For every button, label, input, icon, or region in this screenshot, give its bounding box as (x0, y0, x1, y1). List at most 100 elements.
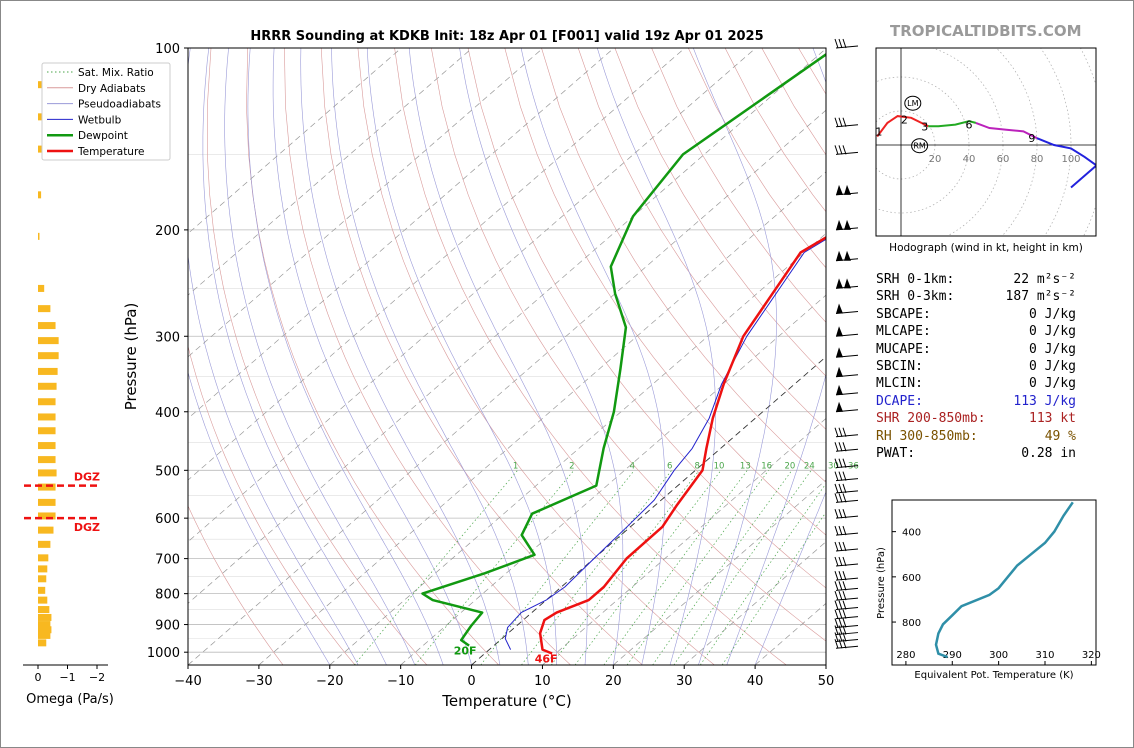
wind-barb-flag (838, 556, 843, 567)
mixing-ratio-line (673, 470, 812, 665)
wind-barb-pennant (836, 384, 843, 395)
hodograph-area: 20 40 60 80 100 1 23 6 9 LM RM (876, 48, 1096, 236)
pseudoadiabat (693, 48, 777, 665)
omega-bar (38, 498, 56, 506)
wind-barb (834, 525, 859, 536)
omega-bar (38, 352, 59, 360)
wind-barb-pennant (844, 219, 851, 230)
stat-label: SBCIN: (876, 358, 923, 374)
mixing-ratio-line (721, 511, 826, 665)
mixing-ratio-label: 4 (630, 461, 635, 471)
mixing-ratio-line (551, 470, 700, 665)
wind-barb-flag (838, 145, 843, 155)
storm-marker-ring (911, 138, 929, 154)
dry-adiabat (284, 48, 571, 665)
isotherm-line (188, 48, 826, 604)
wind-barb-flag (834, 508, 839, 519)
dgz-label: DGZ (74, 521, 100, 534)
omega-bar (38, 512, 56, 520)
dry-adiabat (467, 48, 826, 589)
omega-bar (38, 337, 59, 345)
wind-barb (834, 581, 859, 591)
wind-barb-flag (842, 442, 847, 452)
wind-barb (835, 250, 859, 262)
wind-barb-flag (834, 525, 839, 536)
wind-barb-pennant (836, 219, 843, 230)
omega-bar (38, 526, 54, 534)
omega-panel: 0 −1 −2 Omega (Pa/s) DGZ DGZ (23, 81, 114, 707)
omega-bar (38, 586, 46, 594)
pseudoadiabat (224, 48, 416, 665)
theta-e-y-tick-label: 400 (902, 528, 921, 539)
wind-barb (834, 541, 859, 552)
hodograph-segment (928, 120, 977, 128)
hodograph-caption: Hodograph (wind in kt, height in km) (889, 242, 1083, 254)
wind-barb-flag (842, 508, 847, 519)
wind-barb-flag (838, 493, 843, 503)
pseudoadiabat (188, 371, 331, 665)
y-tick-label: 500 (155, 464, 180, 479)
hodograph-ring-label: 40 (963, 154, 976, 165)
omega-bar (38, 596, 48, 604)
x-tick-label: −10 (387, 674, 414, 689)
wind-barb-flag (838, 483, 843, 494)
wind-barb-staff (835, 124, 859, 128)
omega-bar (38, 565, 48, 573)
wind-barb-staff (835, 597, 859, 601)
wind-barb (834, 38, 859, 49)
stat-label: SBCAPE: (876, 306, 931, 322)
wind-barb-flag (834, 609, 839, 619)
theta-e-x-tick-label: 300 (989, 650, 1008, 661)
omega-x-tick-label: 0 (35, 671, 42, 684)
wind-barb (835, 184, 859, 196)
isotherm-line (400, 294, 826, 665)
pseudoadiabat (247, 48, 444, 665)
x-tick-label: 0 (467, 674, 475, 689)
mixing-ratio-label: 20 (785, 461, 796, 471)
theta-e-x-tick-label: 310 (1035, 650, 1054, 661)
wind-barb-flag (842, 117, 847, 127)
wind-barb-flag (838, 571, 843, 581)
dry-adiabat (320, 48, 643, 665)
omega-bar (38, 305, 51, 313)
stat-value: 0 J/kg (1029, 376, 1076, 392)
y-tick-label: 900 (155, 619, 180, 634)
stat-label: MLCAPE: (876, 324, 931, 340)
isotherm-line (188, 109, 826, 665)
mixing-ratio-label: 2 (569, 461, 574, 471)
wind-barb (834, 556, 859, 567)
pseudoadiabat (331, 48, 529, 665)
omega-bar (38, 413, 56, 421)
wind-barb-pennant (836, 184, 843, 195)
omega-x-label: Omega (Pa/s) (26, 692, 114, 707)
wind-barb-flag (834, 639, 839, 649)
pseudoadiabat (408, 48, 588, 665)
isotherm-line (188, 48, 757, 543)
mixing-ratio-label: 16 (761, 461, 772, 471)
wind-barb-pennant (836, 366, 843, 377)
mixing-ratio-line (574, 470, 722, 665)
legend-entry: Dry Adiabats (78, 83, 146, 95)
omega-bar (38, 427, 56, 435)
wind-barb-flag (838, 442, 843, 452)
site-watermark: TROPICALTIDBITS.COM (890, 22, 1082, 40)
omega-bar (38, 631, 51, 639)
wind-barb-staff (835, 515, 859, 519)
mixing-ratio-label: 1 (513, 461, 518, 471)
dry-adiabat (431, 48, 826, 642)
wind-barb-flag (842, 38, 847, 49)
wind-barb (835, 219, 859, 231)
omega-bar (38, 456, 56, 464)
wind-barb-staff (835, 448, 859, 452)
wind-barb-flag (838, 639, 843, 649)
mixing-ratio-label: 24 (804, 461, 815, 471)
stat-value: 49 % (1044, 428, 1076, 444)
surface-dewpoint-label: 20F (454, 645, 477, 658)
wind-barb (835, 401, 859, 413)
pseudoadiabat (597, 48, 716, 665)
dry-adiabat (541, 48, 826, 483)
theta-e-profile (934, 501, 1074, 659)
hodograph-segment (876, 115, 929, 138)
omega-bar (38, 367, 58, 375)
